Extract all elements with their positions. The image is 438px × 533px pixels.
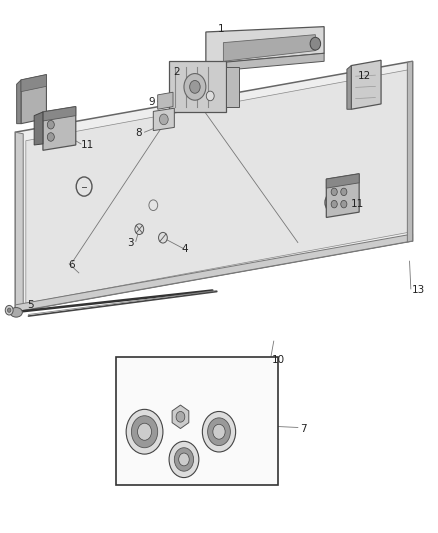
Polygon shape <box>15 132 23 312</box>
Polygon shape <box>326 174 359 217</box>
Circle shape <box>331 188 337 196</box>
Circle shape <box>310 37 321 50</box>
Polygon shape <box>158 92 173 109</box>
Polygon shape <box>223 35 315 61</box>
Circle shape <box>7 308 11 312</box>
Circle shape <box>159 232 167 243</box>
Text: 6: 6 <box>68 261 74 270</box>
Circle shape <box>202 411 236 452</box>
Polygon shape <box>43 107 76 150</box>
Polygon shape <box>407 61 413 242</box>
Circle shape <box>331 200 337 208</box>
Text: 12: 12 <box>358 71 371 80</box>
Polygon shape <box>43 107 76 121</box>
Circle shape <box>47 133 54 141</box>
Polygon shape <box>21 75 46 92</box>
Circle shape <box>341 188 347 196</box>
Circle shape <box>131 416 158 448</box>
Circle shape <box>159 114 168 125</box>
Polygon shape <box>153 108 174 131</box>
Circle shape <box>174 448 194 471</box>
Circle shape <box>47 120 54 129</box>
Polygon shape <box>351 60 381 109</box>
Circle shape <box>176 411 185 422</box>
Circle shape <box>179 453 189 466</box>
Text: 13: 13 <box>412 286 425 295</box>
Polygon shape <box>206 53 324 72</box>
Text: 5: 5 <box>27 300 34 310</box>
Polygon shape <box>21 75 46 124</box>
Circle shape <box>208 418 230 446</box>
Polygon shape <box>15 61 413 312</box>
Circle shape <box>190 80 200 93</box>
Text: 8: 8 <box>136 128 142 138</box>
Text: 9: 9 <box>149 98 155 107</box>
Text: 11: 11 <box>81 140 94 150</box>
Circle shape <box>135 224 144 235</box>
Text: 4: 4 <box>182 245 188 254</box>
Polygon shape <box>206 27 324 64</box>
Text: 11: 11 <box>350 199 364 208</box>
Circle shape <box>138 423 152 440</box>
Bar <box>116 357 278 485</box>
Polygon shape <box>17 80 21 124</box>
Polygon shape <box>347 66 351 109</box>
Ellipse shape <box>10 308 22 317</box>
Circle shape <box>206 91 214 101</box>
Circle shape <box>169 441 199 478</box>
Polygon shape <box>326 174 359 188</box>
Circle shape <box>5 305 13 315</box>
Circle shape <box>213 424 225 439</box>
Circle shape <box>126 409 163 454</box>
Bar <box>169 61 226 112</box>
Polygon shape <box>26 70 408 303</box>
Text: 1: 1 <box>218 25 225 34</box>
Text: 7: 7 <box>300 424 307 434</box>
Polygon shape <box>15 234 413 312</box>
Bar <box>226 67 239 107</box>
Polygon shape <box>34 112 43 145</box>
Circle shape <box>341 200 347 208</box>
Text: 3: 3 <box>127 238 134 247</box>
Text: 2: 2 <box>173 67 180 77</box>
Text: 10: 10 <box>272 355 285 365</box>
Circle shape <box>184 74 206 100</box>
